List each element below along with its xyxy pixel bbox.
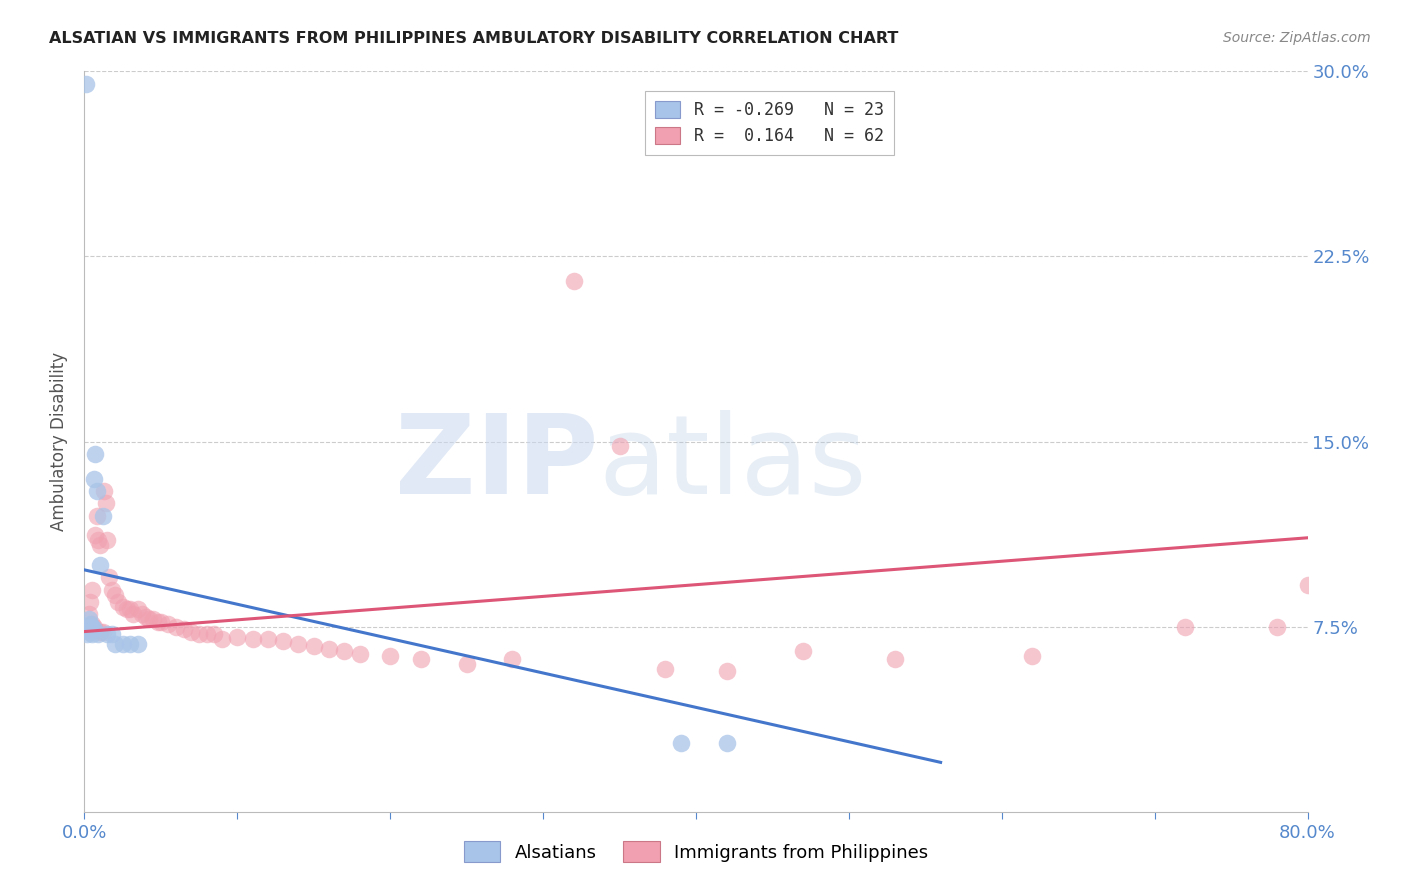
Y-axis label: Ambulatory Disability: Ambulatory Disability bbox=[51, 352, 69, 531]
Point bbox=[654, 662, 676, 676]
Point bbox=[226, 630, 249, 644]
Point bbox=[165, 619, 187, 633]
Point bbox=[127, 637, 149, 651]
Point bbox=[135, 609, 157, 624]
Text: Source: ZipAtlas.com: Source: ZipAtlas.com bbox=[1223, 31, 1371, 45]
Point bbox=[89, 558, 111, 572]
Point bbox=[257, 632, 280, 646]
Point bbox=[195, 627, 218, 641]
Point bbox=[93, 483, 115, 498]
Point bbox=[101, 627, 124, 641]
Point bbox=[127, 602, 149, 616]
Point bbox=[83, 471, 105, 485]
Point bbox=[96, 627, 118, 641]
Point bbox=[115, 602, 138, 616]
Point bbox=[84, 528, 107, 542]
Point bbox=[91, 624, 114, 639]
Point bbox=[609, 440, 631, 454]
Point bbox=[188, 627, 211, 641]
Point bbox=[107, 595, 129, 609]
Point bbox=[83, 622, 105, 636]
Point bbox=[1296, 577, 1319, 591]
Point bbox=[380, 649, 402, 664]
Point bbox=[716, 736, 738, 750]
Point bbox=[562, 274, 585, 288]
Point bbox=[79, 617, 101, 632]
Point bbox=[94, 496, 117, 510]
Point bbox=[409, 651, 432, 665]
Point bbox=[111, 637, 134, 651]
Point bbox=[80, 627, 103, 641]
Point bbox=[146, 615, 169, 629]
Point bbox=[333, 644, 356, 658]
Point bbox=[77, 607, 100, 622]
Point bbox=[89, 538, 111, 552]
Point bbox=[456, 657, 478, 671]
Point bbox=[302, 640, 325, 654]
Point bbox=[86, 483, 108, 498]
Point bbox=[349, 647, 371, 661]
Point bbox=[104, 637, 127, 651]
Point bbox=[79, 624, 101, 639]
Point bbox=[79, 624, 101, 639]
Point bbox=[84, 447, 107, 461]
Point bbox=[79, 595, 101, 609]
Point bbox=[89, 624, 111, 639]
Point bbox=[287, 637, 309, 651]
Point bbox=[211, 632, 233, 646]
Point bbox=[120, 637, 142, 651]
Point bbox=[1174, 619, 1197, 633]
Point bbox=[157, 617, 180, 632]
Point bbox=[80, 617, 103, 632]
Point bbox=[87, 627, 110, 641]
Point bbox=[104, 588, 127, 602]
Point bbox=[1021, 649, 1043, 664]
Point bbox=[242, 632, 264, 646]
Point bbox=[96, 533, 118, 548]
Point bbox=[101, 582, 124, 597]
Point bbox=[83, 619, 105, 633]
Point bbox=[77, 622, 100, 636]
Point bbox=[97, 570, 120, 584]
Point bbox=[1265, 619, 1288, 633]
Point bbox=[883, 651, 905, 665]
Point bbox=[80, 619, 103, 633]
Point bbox=[75, 619, 97, 633]
Point bbox=[75, 622, 97, 636]
Point bbox=[76, 619, 98, 633]
Point bbox=[131, 607, 153, 622]
Point bbox=[87, 533, 110, 548]
Text: atlas: atlas bbox=[598, 410, 866, 517]
Point bbox=[91, 508, 114, 523]
Point bbox=[122, 607, 145, 622]
Point bbox=[271, 634, 294, 648]
Point bbox=[318, 641, 340, 656]
Point bbox=[502, 651, 524, 665]
Point bbox=[716, 664, 738, 678]
Text: ZIP: ZIP bbox=[395, 410, 598, 517]
Point bbox=[138, 612, 160, 626]
Point bbox=[669, 736, 692, 750]
Point bbox=[111, 599, 134, 614]
Point bbox=[202, 627, 225, 641]
Point bbox=[142, 612, 165, 626]
Point bbox=[77, 612, 100, 626]
Point bbox=[120, 602, 142, 616]
Point bbox=[80, 582, 103, 597]
Legend: Alsatians, Immigrants from Philippines: Alsatians, Immigrants from Philippines bbox=[457, 834, 935, 870]
Point bbox=[173, 622, 195, 636]
Point bbox=[75, 77, 97, 91]
Point bbox=[76, 627, 98, 641]
Point bbox=[149, 615, 172, 629]
Text: ALSATIAN VS IMMIGRANTS FROM PHILIPPINES AMBULATORY DISABILITY CORRELATION CHART: ALSATIAN VS IMMIGRANTS FROM PHILIPPINES … bbox=[49, 31, 898, 46]
Point bbox=[180, 624, 202, 639]
Point bbox=[77, 619, 100, 633]
Point bbox=[792, 644, 814, 658]
Point bbox=[86, 508, 108, 523]
